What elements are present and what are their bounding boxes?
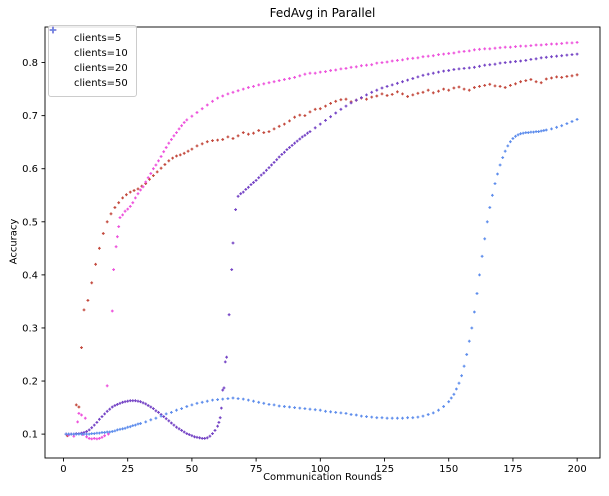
legend-item-clients-20: clients=20 — [49, 26, 128, 76]
x-tick-label: 125 — [375, 464, 394, 475]
x-tick-label: 50 — [186, 464, 199, 475]
x-tick-label: 100 — [311, 464, 330, 475]
legend: clients=5 clients=10 clients=20 clients=50 — [48, 25, 137, 97]
x-tick-label: 150 — [439, 464, 458, 475]
y-tick-label: 0.3 — [22, 323, 38, 334]
series-clients-50 — [64, 118, 579, 436]
plot-frame — [44, 26, 601, 459]
chart-title: FedAvg in Parallel — [269, 6, 376, 20]
legend-label: clients=10 — [74, 48, 128, 59]
series-clients-10 — [64, 41, 579, 441]
legend-label: clients=5 — [74, 33, 122, 44]
legend-label: clients=50 — [74, 78, 128, 89]
legend-item-clients-5: clients=5 — [49, 26, 128, 46]
y-tick-label: 0.1 — [22, 430, 38, 441]
series-clients-20 — [64, 52, 579, 440]
y-axis-label: Accuracy — [8, 218, 20, 265]
x-tick-label: 25 — [121, 464, 134, 475]
x-tick-label: 175 — [503, 464, 522, 475]
y-tick-label: 0.8 — [22, 58, 38, 69]
x-tick-label: 200 — [568, 464, 587, 475]
x-axis-label: Communication Rounds — [263, 472, 382, 483]
series-clients-5 — [64, 73, 579, 438]
y-tick-label: 0.5 — [22, 217, 38, 228]
legend-item-clients-10: clients=10 — [49, 26, 128, 61]
y-tick-label: 0.7 — [22, 111, 38, 122]
x-tick-label: 0 — [60, 464, 66, 475]
x-tick-label: 75 — [250, 464, 263, 475]
y-tick-label: 0.4 — [22, 270, 38, 281]
y-tick-label: 0.6 — [22, 164, 38, 175]
legend-label: clients=20 — [74, 63, 128, 74]
y-tick-label: 0.2 — [22, 377, 38, 388]
legend-item-clients-50: clients=50 — [49, 26, 128, 91]
